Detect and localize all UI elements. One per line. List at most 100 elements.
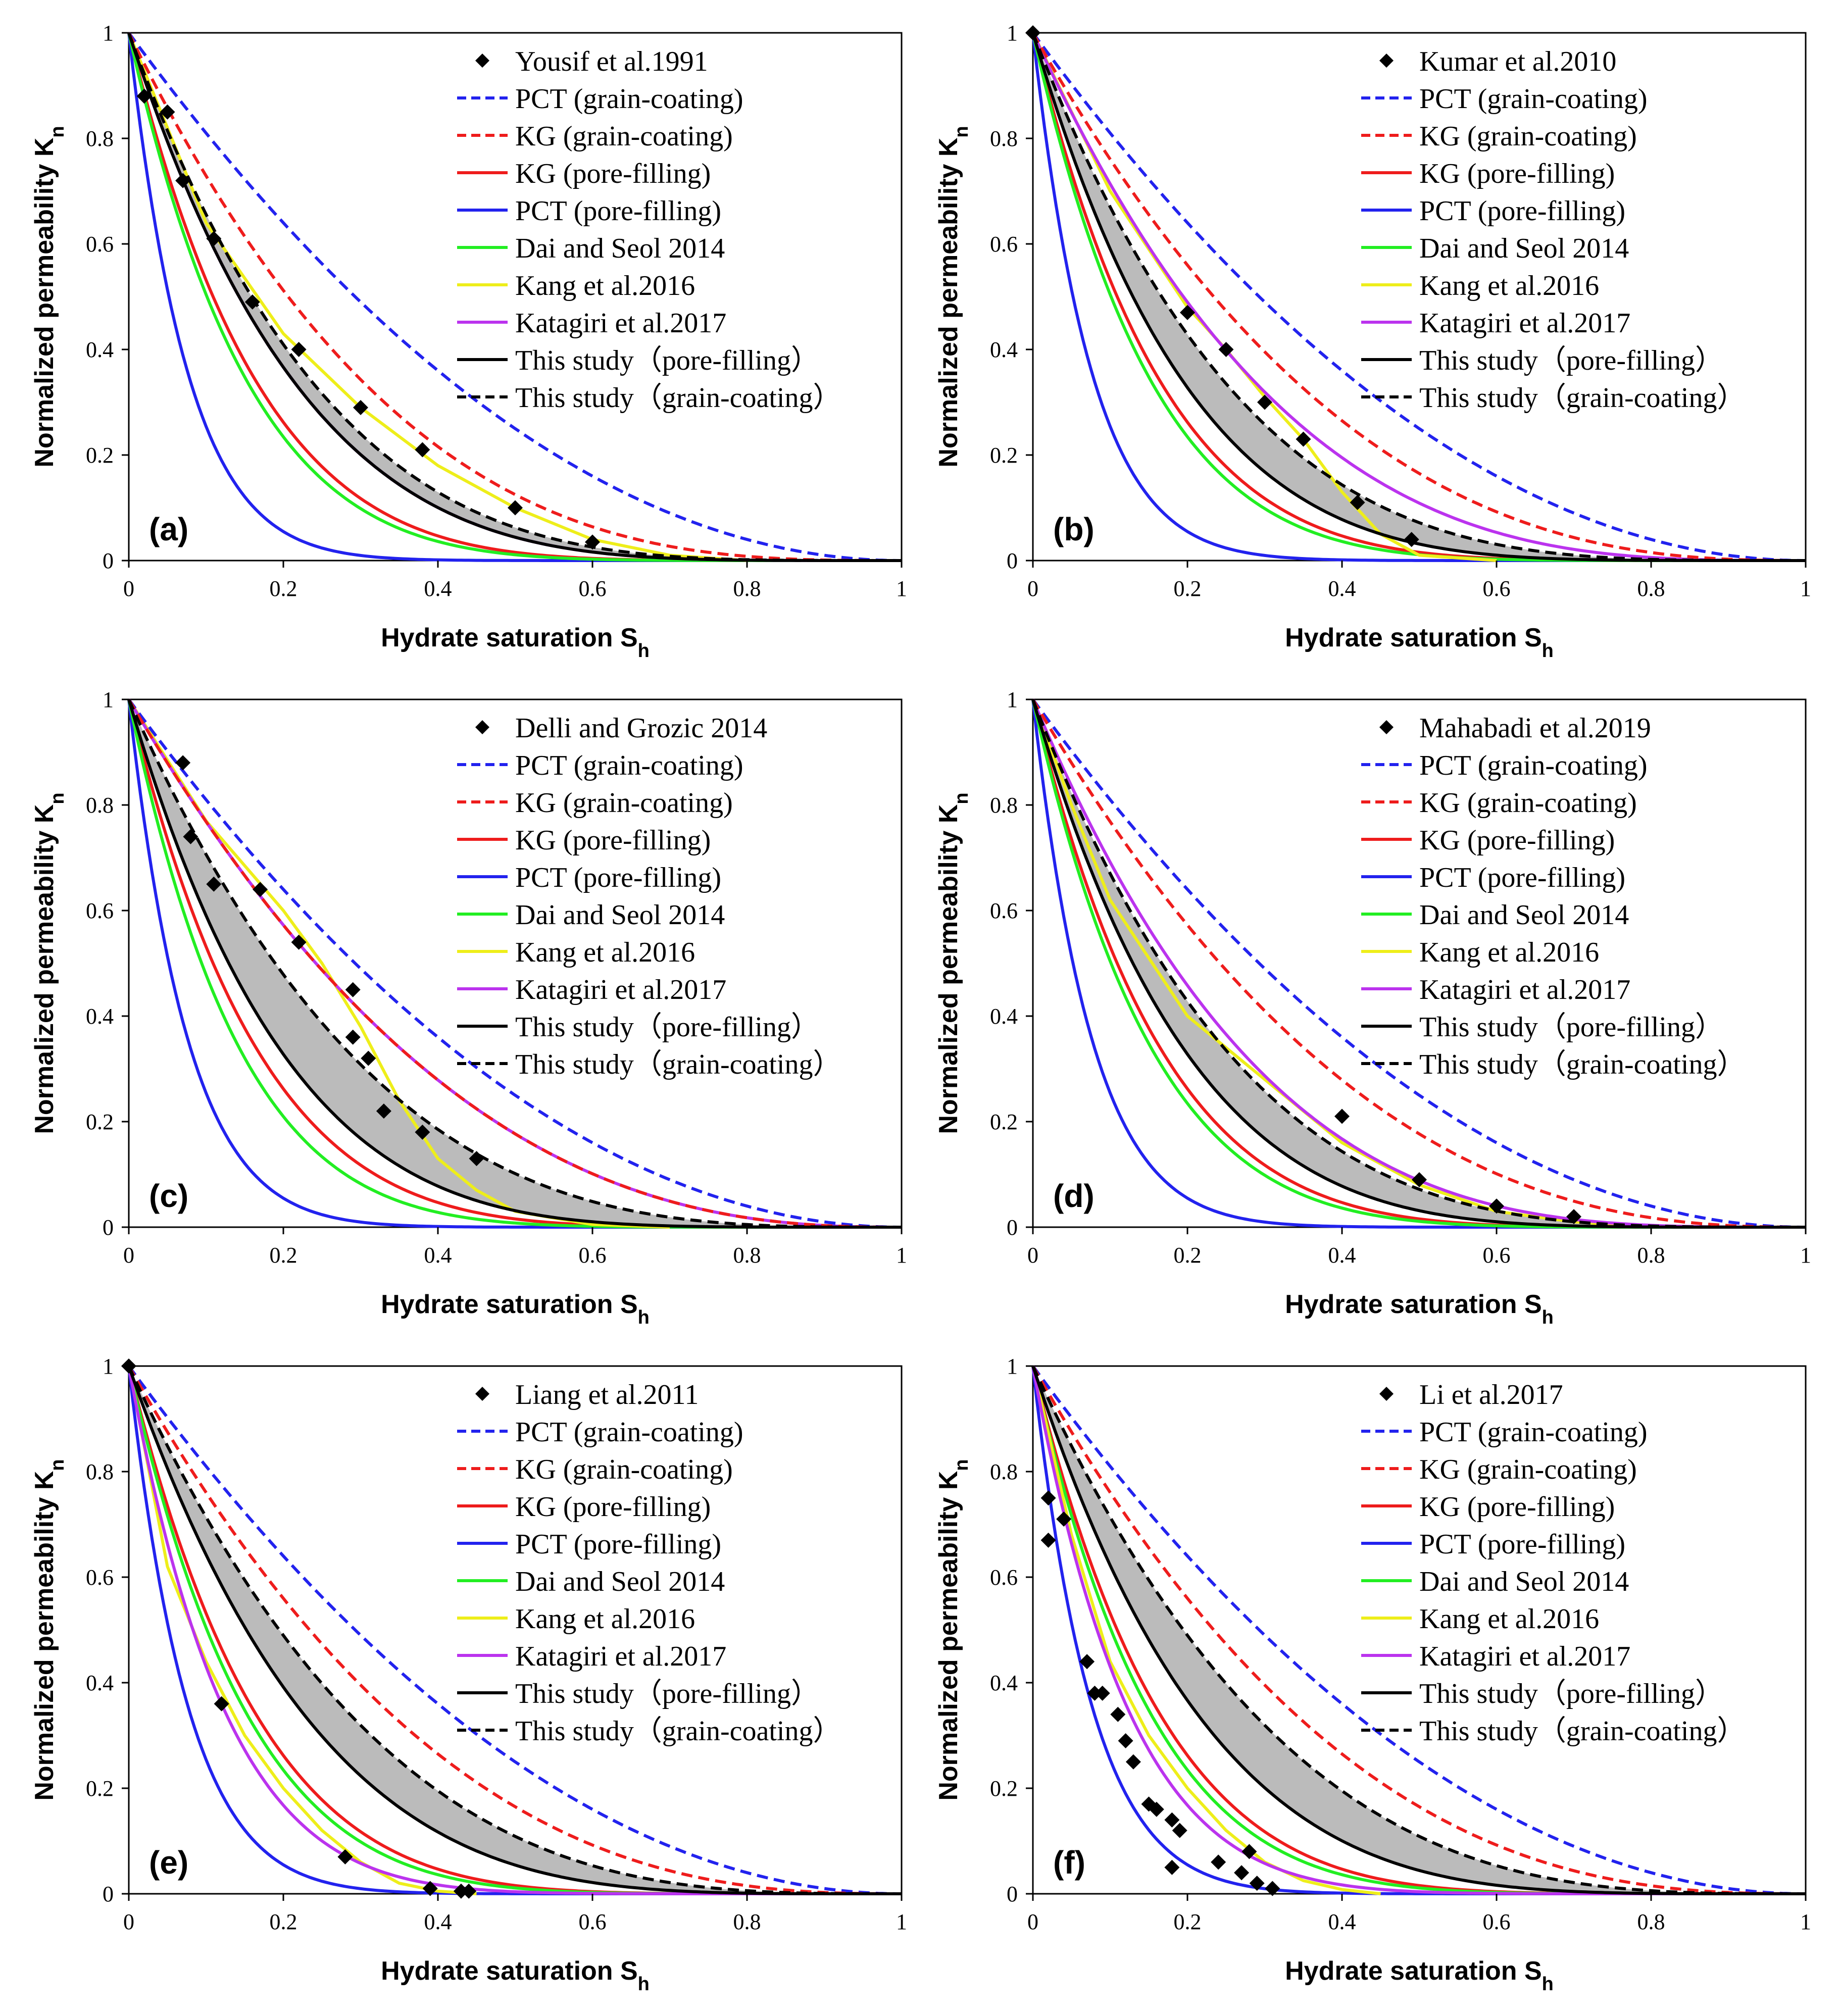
legend-label-3: PCT (pore-filling) xyxy=(515,195,721,227)
data-point xyxy=(1489,1198,1504,1214)
y-tick-label: 1 xyxy=(103,1354,114,1379)
legend-label-5: Kang et al.2016 xyxy=(515,1603,695,1635)
legend-label-4: Dai and Seol 2014 xyxy=(515,1566,725,1597)
data-point xyxy=(1164,1812,1180,1828)
legend-label-dataset: Yousif et al.1991 xyxy=(515,46,708,77)
series-line-0 xyxy=(127,32,902,562)
x-axis-label: Hydrate saturation Sh xyxy=(1285,623,1554,662)
data-point xyxy=(160,104,175,120)
shaded-band xyxy=(129,699,902,1227)
shaded-band xyxy=(1033,33,1806,561)
chart-panel-6: 00 0.2 0.2 0.4 0.4 0.6 0.6 0.8 0.8 1 1 Hydrate satu… xyxy=(934,1354,1811,1995)
y-tick-label: 1 xyxy=(1007,1354,1018,1379)
data-point xyxy=(1211,1854,1226,1870)
panel-label: (d) xyxy=(1053,1178,1095,1214)
legend-label-3: PCT (pore-filling) xyxy=(515,862,721,893)
y-tick-label: 0.4 xyxy=(86,337,114,362)
x-tick-label: 0.2 xyxy=(270,1909,297,1934)
legend-label-4: Dai and Seol 2014 xyxy=(515,233,725,264)
legend-label-7: This study（pore-filling） xyxy=(515,1678,819,1709)
y-tick-label: 0.2 xyxy=(86,443,114,468)
series-line-8 xyxy=(127,1365,902,1895)
legend-label-5: Kang et al.2016 xyxy=(515,937,695,968)
series-line-7 xyxy=(1031,32,1806,562)
data-point xyxy=(1149,1801,1164,1817)
series-line-8 xyxy=(1031,32,1806,562)
data-point xyxy=(422,1881,438,1896)
legend-label-0: PCT (grain-coating) xyxy=(1419,83,1648,115)
data-point xyxy=(1566,1209,1581,1225)
x-tick-label: 0 xyxy=(123,1243,134,1268)
x-tick-label: 1 xyxy=(1800,1909,1811,1934)
legend-label-3: PCT (pore-filling) xyxy=(1419,1529,1625,1560)
legend-label-6: Katagiri et al.2017 xyxy=(1419,974,1630,1005)
legend-label-2: KG (pore-filling) xyxy=(515,1491,711,1523)
series-line-8 xyxy=(1031,1365,1806,1895)
legend-label-1: KG (grain-coating) xyxy=(515,1454,733,1485)
y-tick-label: 0.6 xyxy=(86,898,114,923)
y-tick-label: 0.4 xyxy=(990,1671,1018,1695)
data-point xyxy=(1296,431,1311,447)
legend-label-7: This study（pore-filling） xyxy=(1419,345,1723,376)
data-point xyxy=(1257,394,1272,410)
y-tick-label: 0 xyxy=(103,1215,114,1240)
y-axis-label: Normalized permeability Kn xyxy=(30,1459,68,1800)
y-tick-label: 0.2 xyxy=(990,443,1018,468)
x-tick-label: 0.2 xyxy=(270,576,297,601)
x-tick-label: 0.8 xyxy=(733,1909,761,1934)
y-tick-label: 0 xyxy=(103,1882,114,1906)
legend-label-7: This study（pore-filling） xyxy=(1419,1678,1723,1709)
series-line-8 xyxy=(127,32,902,562)
data-point xyxy=(345,982,361,997)
legend-label-7: This study（pore-filling） xyxy=(1419,1012,1723,1043)
data-point xyxy=(415,442,430,458)
y-tick-label: 0.4 xyxy=(990,1004,1018,1029)
legend-marker-dataset xyxy=(475,1387,489,1401)
legend-label-0: PCT (grain-coating) xyxy=(515,1417,743,1448)
y-tick-label: 0.6 xyxy=(990,232,1018,257)
data-point xyxy=(1234,1865,1250,1881)
y-tick-label: 0.6 xyxy=(990,898,1018,923)
legend-label-5: Kang et al.2016 xyxy=(515,270,695,301)
legend: Mahabadi et al.2019 PCT (grain-coating) KG… xyxy=(1361,713,1745,1080)
series-line-1 xyxy=(1031,1365,1806,1895)
legend-label-0: PCT (grain-coating) xyxy=(1419,750,1648,781)
chart-panel-3: 00 0.2 0.2 0.4 0.4 0.6 0.6 0.8 0.8 1 1 Hydrate satu… xyxy=(30,687,907,1328)
data-point xyxy=(1334,1108,1350,1124)
legend-label-6: Katagiri et al.2017 xyxy=(1419,308,1630,339)
legend-marker-dataset xyxy=(475,720,489,734)
legend: Li et al.2017 PCT (grain-coating) KG (grai… xyxy=(1361,1379,1745,1747)
series-line-1 xyxy=(127,32,902,562)
legend-label-2: KG (pore-filling) xyxy=(515,158,711,189)
x-tick-label: 0.4 xyxy=(424,576,452,601)
x-axis-label: Hydrate saturation Sh xyxy=(381,1956,650,1995)
series-line-7 xyxy=(1031,1366,1806,1895)
legend-label-2: KG (pore-filling) xyxy=(1419,158,1615,189)
y-axis-label: Normalized permeability Kn xyxy=(30,792,68,1134)
y-tick-label: 0.8 xyxy=(86,1459,114,1484)
data-point xyxy=(337,1849,353,1864)
legend-label-4: Dai and Seol 2014 xyxy=(1419,899,1629,931)
x-tick-label: 0.4 xyxy=(424,1909,452,1934)
data-point xyxy=(183,829,198,844)
legend-label-0: PCT (grain-coating) xyxy=(515,83,743,115)
y-tick-label: 0 xyxy=(1007,548,1018,573)
x-axis-label: Hydrate saturation Sh xyxy=(1285,1956,1554,1995)
data-point xyxy=(253,882,268,897)
data-point xyxy=(1056,1511,1072,1527)
data-point xyxy=(1087,1685,1103,1701)
y-axis-label: Normalized permeability Kn xyxy=(934,1459,972,1800)
panel-label: (e) xyxy=(149,1844,188,1881)
series-line-0 xyxy=(1031,698,1806,1229)
x-tick-label: 0.4 xyxy=(424,1243,452,1268)
y-tick-label: 1 xyxy=(1007,21,1018,45)
data-point xyxy=(206,231,222,246)
series-line-1 xyxy=(127,1365,902,1895)
data-point xyxy=(1040,1490,1056,1506)
series-line-0 xyxy=(127,698,902,1229)
y-tick-label: 0.2 xyxy=(86,1776,114,1801)
data-point xyxy=(1180,305,1195,320)
legend-label-dataset: Mahabadi et al.2019 xyxy=(1419,713,1651,744)
series-line-7 xyxy=(127,699,902,1229)
data-point xyxy=(175,173,191,188)
